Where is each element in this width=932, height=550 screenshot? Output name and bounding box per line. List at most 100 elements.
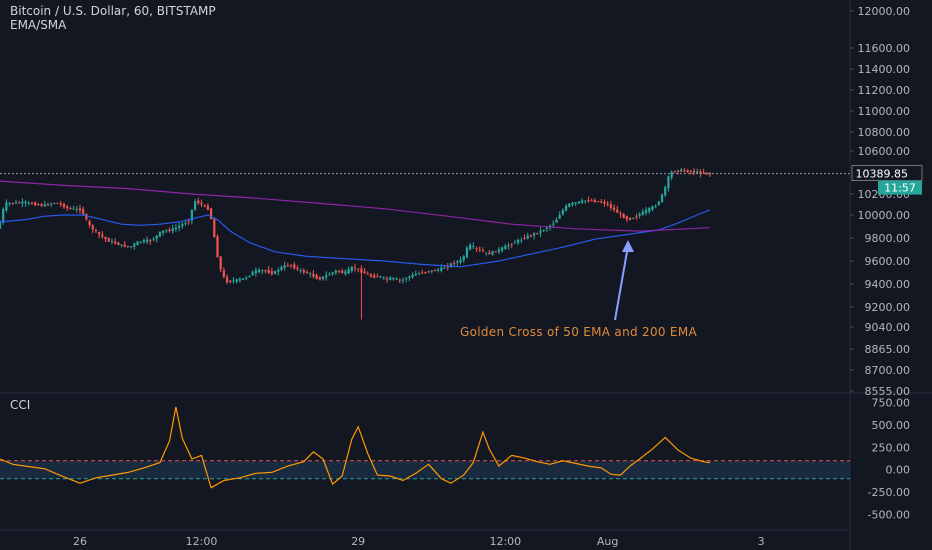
candle-body: [405, 278, 408, 280]
candle-body: [683, 170, 686, 172]
candle-body: [651, 206, 654, 210]
candle-body: [280, 266, 283, 270]
candle-body: [497, 249, 501, 252]
candle-body: [590, 200, 593, 202]
candle-body: [648, 207, 651, 212]
price-tick-label: 9040.00: [865, 321, 911, 334]
candle-body: [130, 246, 133, 248]
candle-body: [481, 250, 485, 252]
candle-body: [411, 274, 414, 278]
candle-body: [222, 270, 225, 278]
candle-body: [398, 279, 401, 281]
candle-body: [110, 241, 114, 243]
candle-body: [488, 252, 491, 255]
candle-body: [190, 209, 194, 221]
candle-body: [5, 202, 8, 211]
candle-body: [168, 229, 171, 232]
candle-body: [401, 279, 405, 281]
countdown-tag: [878, 180, 922, 195]
candle-body: [504, 245, 507, 250]
candle-body: [708, 173, 712, 175]
indicator-label: EMA/SMA: [10, 18, 67, 32]
candle-body: [203, 205, 206, 207]
candle-body: [261, 270, 264, 272]
candle-body: [251, 271, 254, 276]
candle-body: [536, 232, 539, 234]
annotation: Golden Cross of 50 EMA and 200 EMA: [460, 240, 697, 339]
candle-body: [66, 206, 69, 208]
candle-body: [676, 170, 680, 172]
candle-body: [225, 276, 229, 283]
candle-body: [366, 273, 369, 275]
candle-body: [478, 249, 481, 251]
candle-body: [440, 267, 443, 271]
candle-body: [213, 218, 216, 238]
annotation-arrow: [614, 245, 629, 321]
candle-body: [2, 208, 5, 223]
candle-body: [357, 268, 360, 270]
candle-body: [88, 221, 91, 226]
candle-body: [139, 241, 142, 243]
cci-tick-label: 0.00: [886, 464, 911, 477]
candle-body: [209, 208, 213, 220]
candle-body: [574, 202, 577, 204]
candle-body: [670, 171, 673, 178]
cci-line: [0, 406, 711, 489]
candle-body: [197, 200, 200, 204]
candle-body: [82, 209, 85, 214]
candle-body: [299, 269, 302, 271]
candle-body: [165, 230, 168, 232]
candle-body: [545, 228, 549, 230]
candle-body: [373, 275, 376, 278]
candle-body: [158, 231, 162, 237]
candle-body: [94, 229, 98, 231]
candle-body: [414, 274, 417, 276]
cci-tick-label: 750.00: [872, 396, 911, 409]
candle-body: [200, 202, 203, 205]
candle-body: [193, 201, 197, 210]
candle-body: [385, 278, 389, 280]
candle-body: [507, 245, 510, 247]
candle-body: [62, 203, 66, 208]
candle-body: [376, 276, 379, 278]
candle-body: [587, 199, 590, 202]
candle-body: [75, 208, 78, 210]
candle-body: [408, 276, 411, 279]
candle-body: [539, 230, 542, 234]
candle-body: [219, 256, 222, 270]
cci-panel: 750.00 500.00 250.00 0.00 -250.00 -500.00: [0, 396, 911, 522]
candle-body: [705, 172, 708, 174]
candle-body: [584, 200, 587, 202]
candle-body: [555, 219, 558, 223]
candle-body: [21, 201, 24, 204]
candle-body: [264, 270, 267, 272]
candle-body: [149, 240, 152, 242]
candle-body: [561, 209, 565, 215]
candle-body: [485, 252, 488, 254]
candle-body: [187, 221, 190, 223]
candle-body: [24, 201, 27, 204]
candle-body: [40, 204, 43, 206]
candle-body: [229, 280, 232, 282]
candle-body: [120, 244, 123, 246]
candle-body: [475, 247, 478, 249]
candle-body: [680, 169, 683, 172]
candle-body: [360, 268, 363, 273]
candle-body: [382, 277, 385, 279]
candle-body: [53, 203, 56, 205]
candle-body: [417, 273, 421, 275]
candle-body: [161, 230, 165, 234]
candle-body: [136, 241, 139, 246]
cci-tick-label: -250.00: [868, 486, 910, 499]
candle-body: [238, 278, 241, 281]
cci-band: [0, 460, 850, 479]
candle-body: [542, 230, 545, 232]
candle-body: [107, 238, 110, 242]
price-tick-label: 9800.00: [865, 232, 911, 245]
time-tick-label: 26: [73, 535, 87, 548]
price-tick-label: 11400.00: [858, 63, 911, 76]
candle-body: [11, 202, 14, 204]
candle-body: [580, 200, 584, 203]
